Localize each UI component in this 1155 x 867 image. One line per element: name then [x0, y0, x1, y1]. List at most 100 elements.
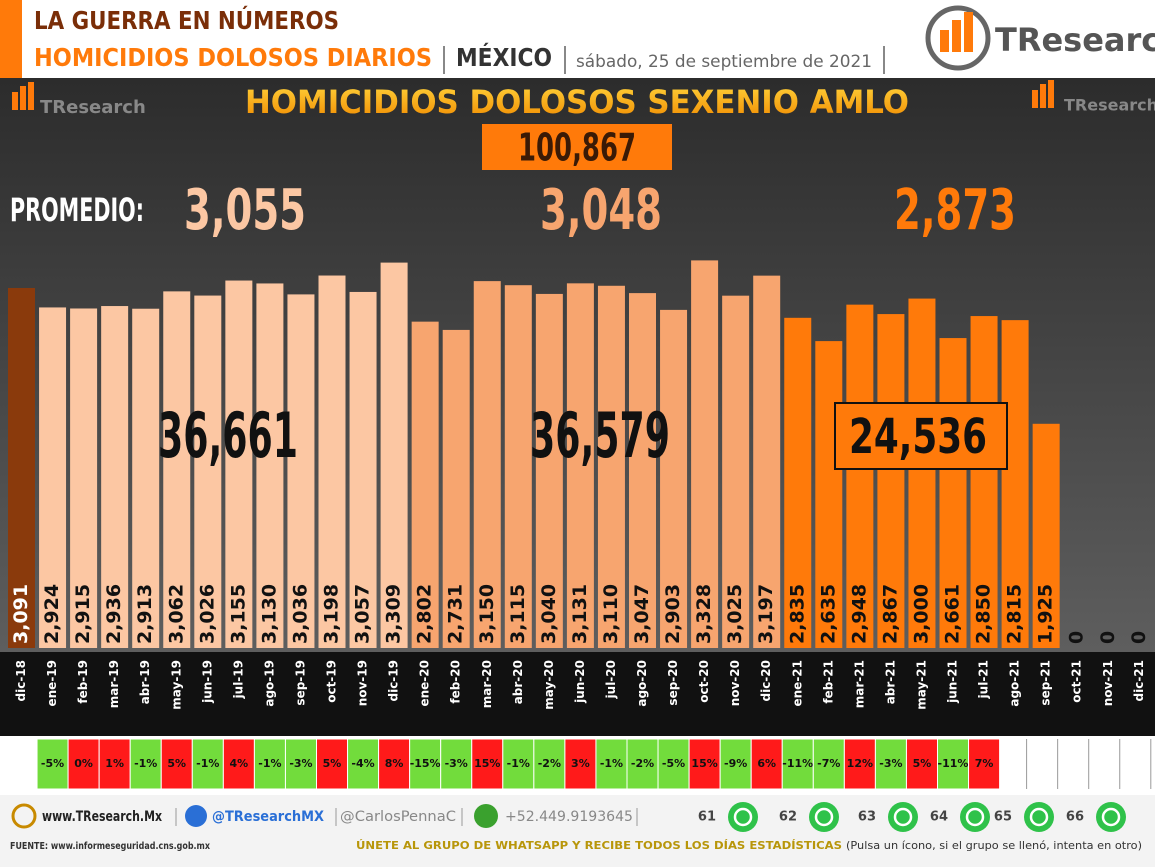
value-label: 3,062 [165, 584, 187, 644]
change-label: -5% [41, 757, 64, 770]
change-label: -11% [938, 757, 969, 770]
whatsapp-icon [728, 802, 758, 832]
phone-icon [474, 804, 498, 828]
x-tick-label: oct-19 [325, 660, 339, 703]
change-cell [347, 738, 380, 790]
change-cell [657, 738, 690, 790]
x-tick-label: may-20 [542, 660, 556, 710]
change-label: -1% [507, 757, 530, 770]
whatsapp-icon-inner [814, 807, 834, 827]
x-tick-label: ene-21 [790, 660, 804, 707]
x-tick-label: jun-19 [200, 660, 214, 704]
value-label: 3,040 [538, 584, 560, 644]
cta: ÚNETE AL GRUPO DE WHATSAPP Y RECIBE TODO… [356, 839, 842, 852]
change-label: 12% [847, 757, 873, 770]
change-label: 5% [323, 757, 342, 770]
average-label: PROMEDIO: [10, 191, 144, 229]
value-label: 3,047 [631, 584, 653, 644]
value-label: 3,131 [569, 584, 591, 644]
change-cell [378, 738, 411, 790]
change-label: 5% [913, 757, 932, 770]
change-label: -15% [410, 757, 441, 770]
x-tick-label: jun-20 [573, 660, 587, 704]
bar [691, 260, 719, 648]
average: 2,873 [894, 178, 1016, 243]
whatsapp-icon [809, 802, 839, 832]
bar [784, 317, 812, 648]
value-label: 3,198 [321, 584, 343, 644]
bar [753, 275, 781, 648]
value-label: 2,635 [817, 584, 839, 644]
change-cell [98, 738, 131, 790]
value-label: 0 [1066, 631, 1088, 644]
bar [101, 306, 129, 648]
x-tick-label: oct-20 [697, 660, 711, 703]
x-tick-label: may-21 [914, 660, 928, 710]
x-tick-label: ago-21 [1008, 660, 1022, 707]
change-cell [36, 738, 69, 790]
value-label: 3,025 [724, 584, 746, 644]
x-tick-label: dic-19 [387, 660, 401, 702]
x-tick-label: ene-19 [45, 660, 59, 707]
x-tick-label: feb-19 [76, 660, 90, 704]
change-label: 15% [691, 757, 717, 770]
whatsapp-icon-inner [965, 807, 985, 827]
cta-note: (Pulsa un ícono, si el grupo se llenó, i… [846, 839, 1142, 852]
logo-text: TResearch [995, 21, 1155, 59]
website: www.TResearch.Mx [42, 809, 162, 825]
bar [225, 280, 253, 648]
bar [535, 293, 563, 648]
source: FUENTE: www.informeseguridad.cns.gob.mx [10, 841, 210, 852]
x-tick-label: feb-21 [821, 660, 835, 704]
group-number: 62 [779, 810, 797, 825]
change-cell [316, 738, 349, 790]
twitter-icon [185, 805, 207, 827]
logo-small: TResearch [1032, 80, 1155, 115]
value-label: 3,130 [258, 584, 280, 644]
bar [39, 307, 67, 648]
x-tick-label: sep-20 [666, 660, 680, 706]
header-date: sábado, 25 de septiembre de 2021 [576, 52, 872, 72]
change-label: 6% [757, 757, 776, 770]
bar [132, 308, 160, 648]
bar [908, 298, 936, 648]
total: 100,867 [518, 126, 636, 170]
value-label: 2,835 [786, 584, 808, 644]
change-label: -5% [662, 757, 685, 770]
change-cell [222, 738, 255, 790]
x-tick-label: ago-19 [262, 660, 276, 707]
value-label: 2,903 [662, 584, 684, 644]
change-cell [750, 738, 783, 790]
bar [877, 314, 905, 648]
header-line1: LA GUERRA EN NÚMEROS [34, 5, 339, 35]
whatsapp-icon-inner [893, 807, 913, 827]
change-cell [284, 738, 318, 790]
period-total: 36,579 [530, 399, 670, 472]
x-tick-label: mar-21 [852, 660, 866, 708]
change-cell [160, 738, 193, 790]
change-cell [937, 738, 970, 790]
change-label: 1% [105, 757, 124, 770]
value-label: 0 [1097, 631, 1119, 644]
x-tick-label: dic-18 [14, 660, 28, 702]
change-label: -1% [600, 757, 623, 770]
period-box [834, 402, 1008, 470]
value-label: 2,731 [445, 584, 467, 644]
x-tick-label: sep-21 [1039, 660, 1053, 706]
x-tick-label: dic-21 [1132, 660, 1146, 702]
average: 3,055 [184, 178, 306, 243]
value-label: 3,026 [196, 584, 218, 644]
whatsapp-icon [1096, 802, 1126, 832]
x-tick-label: nov-19 [356, 660, 370, 706]
x-tick-label: oct-21 [1070, 660, 1084, 703]
category-strip [0, 652, 1155, 736]
change-label: 5% [167, 757, 186, 770]
logo: TResearch [925, 5, 1155, 71]
total-box [482, 124, 672, 170]
bar [660, 309, 688, 648]
value-label: 2,661 [942, 584, 964, 644]
change-label: 0% [74, 757, 93, 770]
value-label: 1,925 [1035, 584, 1057, 644]
value-label: 3,110 [600, 584, 622, 644]
